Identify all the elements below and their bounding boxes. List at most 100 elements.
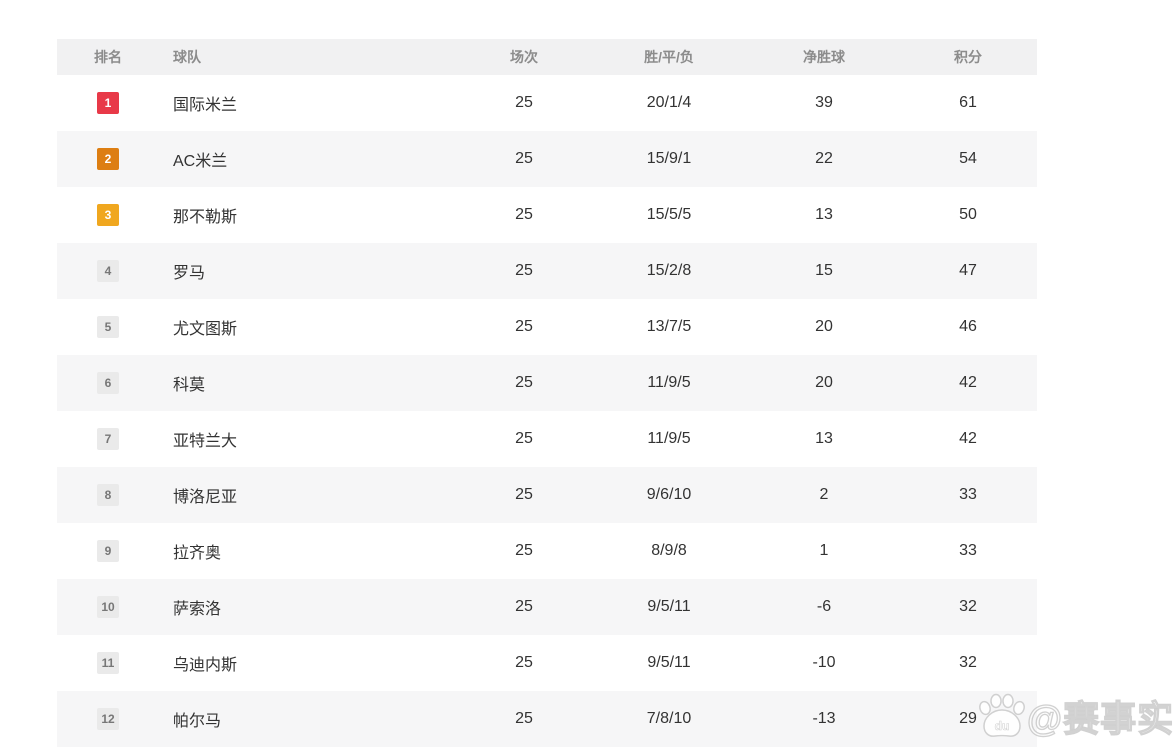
played-cell: 25	[459, 579, 589, 635]
points-cell: 29	[899, 691, 1037, 747]
standings-table: 排名 球队 场次 胜/平/负 净胜球 积分 1 国际米兰 25 20/1/4 3…	[57, 39, 1037, 747]
team-name: 乌迪内斯	[173, 657, 238, 674]
rank-cell: 8	[57, 467, 159, 523]
rank-cell: 5	[57, 299, 159, 355]
table-row: 8 博洛尼亚 25 9/6/10 2 33	[57, 467, 1037, 523]
watermark-text: @赛事实时	[1026, 697, 1175, 739]
gd-cell: 15	[749, 243, 899, 299]
table-row: 9 拉齐奥 25 8/9/8 1 33	[57, 523, 1037, 579]
wdl-cell: 11/9/5	[589, 355, 749, 411]
team-name: 帕尔马	[159, 691, 459, 747]
wdl-cell: 15/5/5	[646, 206, 692, 223]
wdl-cell: 9/5/11	[647, 654, 691, 671]
standings-body: 1 国际米兰 25 20/1/4 39 61 2 AC米兰 25 15/9/1 …	[57, 75, 1037, 747]
rank-badge: 4	[97, 260, 119, 282]
gd-cell: 20	[815, 318, 833, 335]
gd-cell: 2	[749, 467, 899, 523]
wdl-cell: 8/9/8	[651, 542, 687, 559]
column-header-rank: 排名	[57, 39, 159, 75]
wdl-cell: 15/2/8	[589, 243, 749, 299]
gd-cell: 20	[749, 355, 899, 411]
wdl-cell: 7/8/10	[589, 691, 749, 747]
standings-table-container: 排名 球队 场次 胜/平/负 净胜球 积分 1 国际米兰 25 20/1/4 3…	[57, 39, 1037, 747]
table-row: 10 萨索洛 25 9/5/11 -6 32	[57, 579, 1037, 635]
points-cell: 42	[899, 355, 1037, 411]
points-cell: 46	[959, 318, 977, 335]
played-cell: 25	[459, 243, 589, 299]
rank-badge: 6	[97, 372, 119, 394]
points-cell: 32	[899, 579, 1037, 635]
wdl-cell: 11/9/5	[647, 430, 691, 447]
rank-cell: 7	[57, 411, 159, 467]
rank-cell: 10	[57, 579, 159, 635]
gd-cell: 39	[815, 94, 833, 111]
table-row: 7 亚特兰大 25 11/9/5 13 42	[57, 411, 1037, 467]
played-cell: 25	[459, 355, 589, 411]
played-cell: 25	[515, 206, 533, 223]
team-name: 国际米兰	[173, 97, 238, 114]
gd-cell: 1	[819, 542, 829, 559]
table-row: 2 AC米兰 25 15/9/1 22 54	[57, 131, 1037, 187]
points-cell: 32	[959, 654, 977, 671]
team-name: 科莫	[159, 355, 459, 411]
team-name: 博洛尼亚	[159, 467, 459, 523]
column-header-wdl: 胜/平/负	[589, 39, 749, 75]
team-name: 尤文图斯	[173, 321, 238, 338]
played-cell: 25	[459, 467, 589, 523]
gd-cell: 13	[815, 430, 833, 447]
rank-badge: 7	[97, 428, 119, 450]
wdl-cell: 15/9/1	[589, 131, 749, 187]
rank-badge: 12	[97, 708, 119, 730]
team-name: AC米兰	[159, 131, 459, 187]
rank-cell: 11	[57, 635, 159, 691]
points-cell: 47	[899, 243, 1037, 299]
wdl-cell: 9/6/10	[589, 467, 749, 523]
team-name: 亚特兰大	[173, 433, 238, 450]
rank-badge: 3	[97, 204, 119, 226]
table-row: 11 乌迪内斯 25 9/5/11 -10 32	[57, 635, 1037, 691]
rank-badge: 1	[97, 92, 119, 114]
points-cell: 33	[959, 542, 977, 559]
gd-cell: 13	[815, 206, 833, 223]
rank-cell: 1	[57, 75, 159, 131]
team-name: 那不勒斯	[173, 209, 238, 226]
wdl-cell: 9/5/11	[589, 579, 749, 635]
column-header-points: 积分	[899, 39, 1037, 75]
rank-badge: 11	[97, 652, 119, 674]
table-row: 4 罗马 25 15/2/8 15 47	[57, 243, 1037, 299]
table-row: 5 尤文图斯 25 13/7/5 20 46	[57, 299, 1037, 355]
played-cell: 25	[515, 318, 533, 335]
rank-badge: 9	[97, 540, 119, 562]
played-cell: 25	[515, 94, 533, 111]
played-cell: 25	[515, 654, 533, 671]
column-header-team: 球队	[159, 39, 459, 75]
gd-cell: -6	[749, 579, 899, 635]
team-name: 拉齐奥	[173, 545, 222, 562]
team-name: 罗马	[159, 243, 459, 299]
played-cell: 25	[459, 131, 589, 187]
rank-badge: 8	[97, 484, 119, 506]
table-row: 1 国际米兰 25 20/1/4 39 61	[57, 75, 1037, 131]
table-header: 排名 球队 场次 胜/平/负 净胜球 积分	[57, 39, 1037, 75]
table-row: 3 那不勒斯 25 15/5/5 13 50	[57, 187, 1037, 243]
played-cell: 25	[459, 691, 589, 747]
points-cell: 42	[959, 430, 977, 447]
rank-cell: 2	[57, 131, 159, 187]
rank-badge: 5	[97, 316, 119, 338]
rank-cell: 3	[57, 187, 159, 243]
column-header-gd: 净胜球	[749, 39, 899, 75]
rank-badge: 2	[97, 148, 119, 170]
gd-cell: -13	[749, 691, 899, 747]
points-cell: 61	[959, 94, 977, 111]
rank-cell: 4	[57, 243, 159, 299]
points-cell: 54	[899, 131, 1037, 187]
gd-cell: 22	[749, 131, 899, 187]
played-cell: 25	[515, 542, 533, 559]
gd-cell: -10	[812, 654, 836, 671]
rank-badge: 10	[97, 596, 119, 618]
table-row: 12 帕尔马 25 7/8/10 -13 29	[57, 691, 1037, 747]
rank-cell: 12	[57, 691, 159, 747]
team-name: 萨索洛	[159, 579, 459, 635]
wdl-cell: 20/1/4	[646, 94, 692, 111]
